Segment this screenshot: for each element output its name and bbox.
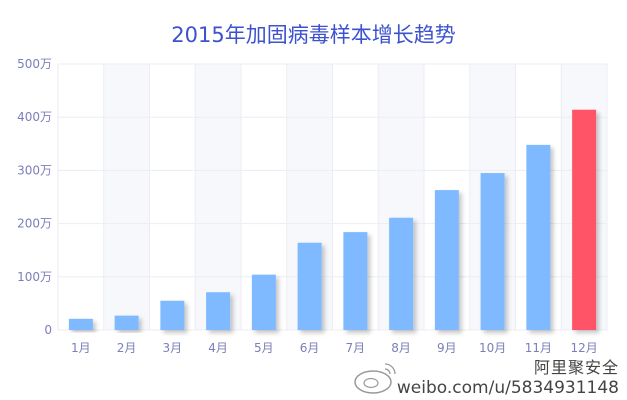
column-band [103, 64, 150, 330]
y-tick-label: 500万 [17, 57, 52, 71]
y-tick-label: 0 [44, 323, 52, 337]
bar-4月 [206, 292, 231, 330]
bar-3月 [160, 300, 185, 330]
y-tick-label: 100万 [17, 270, 52, 284]
y-tick-label: 400万 [17, 110, 52, 124]
x-tick-label: 8月 [391, 341, 411, 355]
x-tick-label: 10月 [479, 341, 506, 355]
x-tick-label: 9月 [437, 341, 457, 355]
y-tick-label: 300万 [17, 163, 52, 177]
y-tick-label: 200万 [17, 217, 52, 231]
weibo-logo-icon [354, 363, 396, 394]
bar-7月 [343, 232, 368, 330]
watermark: 阿里聚安全 weibo.com/u/5834931148 [351, 358, 621, 400]
x-tick-label: 11月 [525, 341, 552, 355]
x-tick-label: 2月 [117, 341, 137, 355]
bar-9月 [434, 190, 459, 330]
bar-12月 [572, 109, 597, 330]
column-band [195, 64, 241, 330]
bar-1月 [68, 318, 93, 330]
bar-2月 [114, 315, 139, 330]
bar-8月 [389, 217, 414, 330]
bar-6月 [297, 242, 322, 330]
watermark-name: 阿里聚安全 [533, 358, 619, 377]
x-tick-label: 1月 [71, 341, 91, 355]
bar-11月 [526, 144, 551, 330]
chart-title: 2015年加固病毒样本增长趋势 [171, 23, 456, 47]
watermark-url: weibo.com/u/5834931148 [396, 378, 619, 398]
x-tick-label: 4月 [208, 341, 228, 355]
x-tick-label: 12月 [570, 341, 597, 355]
x-tick-label: 7月 [346, 341, 366, 355]
bar-5月 [251, 274, 276, 330]
x-tick-label: 6月 [300, 341, 320, 355]
x-tick-label: 3月 [163, 341, 183, 355]
x-tick-label: 5月 [254, 341, 274, 355]
bar-10月 [480, 173, 505, 330]
